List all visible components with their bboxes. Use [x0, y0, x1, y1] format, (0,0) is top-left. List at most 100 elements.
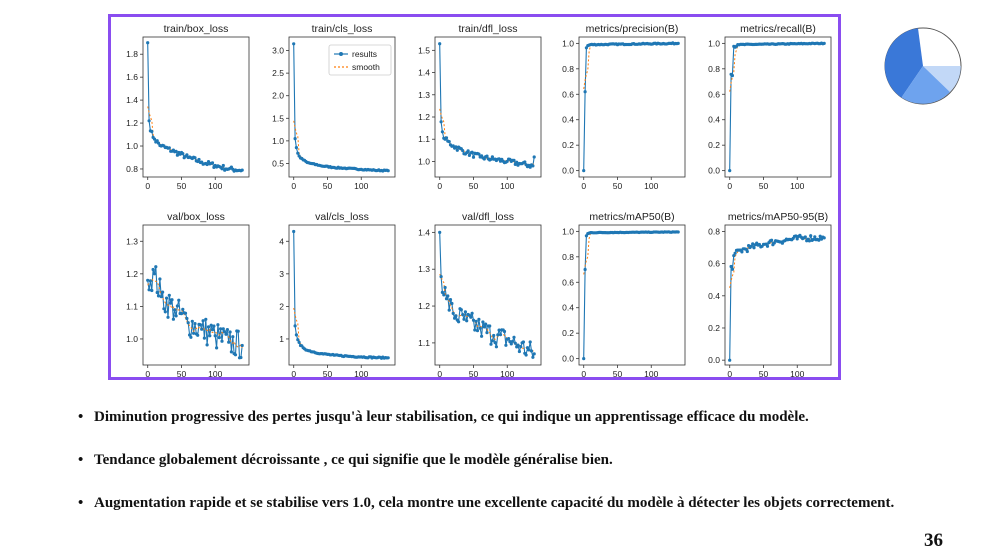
results-data-point — [519, 345, 523, 349]
results-data-point — [728, 169, 732, 173]
results-data-point — [457, 320, 461, 324]
results-data-point — [504, 343, 508, 347]
x-tick-label: 0 — [581, 369, 586, 377]
results-data-point — [169, 301, 173, 305]
results-data-point — [745, 249, 749, 254]
subplot-val-cls-loss: val/cls_loss 1 2 3 4 0 50 100 — [279, 211, 396, 377]
results-data-point — [292, 229, 296, 234]
x-tick-label: 0 — [727, 181, 732, 191]
x-tick-label: 100 — [644, 181, 658, 191]
plot-axes-box — [288, 224, 396, 366]
results-data-point — [463, 310, 467, 314]
results-data-point — [728, 358, 732, 362]
results-data-point — [461, 313, 465, 317]
results-data-point — [147, 119, 151, 123]
x-tick-label: 100 — [500, 369, 514, 377]
results-data-point — [240, 168, 244, 172]
y-tick-label: 1.4 — [418, 227, 430, 237]
y-tick-label: 0.5 — [272, 158, 284, 168]
subplot-train-box-loss: train/box_loss 0.8 1.0 1.2 1.4 1.6 1.8 0 50 100 — [126, 23, 250, 191]
results-data-point — [470, 150, 474, 154]
y-tick-label: 1.2 — [418, 112, 430, 122]
results-data-point — [512, 158, 516, 162]
results-data-point — [770, 238, 774, 242]
findings-list: Diminution progressive des pertes jusqu'… — [78, 404, 928, 533]
x-tick-label: 50 — [323, 369, 333, 377]
results-data-point — [822, 41, 826, 45]
y-tick-label: 1.0 — [418, 156, 430, 166]
results-data-point — [167, 293, 171, 297]
results-data-point — [529, 349, 534, 353]
results-data-point — [459, 308, 463, 312]
results-data-point — [173, 308, 177, 312]
results-data-point — [730, 267, 735, 271]
results-data-point — [159, 295, 163, 299]
x-tick-label: 100 — [790, 369, 804, 377]
results-data-point — [231, 335, 235, 339]
results-data-point — [532, 352, 536, 356]
plot-axes-box — [142, 36, 250, 178]
results-data-point — [229, 350, 233, 354]
results-data-point — [822, 236, 826, 240]
results-data-point — [212, 324, 216, 328]
results-data-point — [811, 237, 816, 242]
results-data-point — [190, 319, 194, 323]
y-tick-label: 2.0 — [272, 91, 284, 101]
results-data-point — [170, 298, 174, 302]
results-data-point — [161, 290, 165, 294]
results-data-point — [492, 333, 496, 338]
results-data-point — [469, 315, 473, 319]
results-data-point — [467, 153, 471, 157]
y-tick-label: 3.0 — [272, 46, 284, 56]
results-data-point — [297, 340, 301, 344]
legend-results-label: results — [352, 49, 377, 59]
results-data-point — [484, 322, 488, 326]
x-tick-label: 0 — [145, 181, 150, 191]
results-data-point — [733, 251, 737, 255]
results-data-point — [809, 234, 813, 238]
y-tick-label: 0.0 — [562, 354, 574, 364]
results-data-point — [163, 310, 167, 314]
results-data-point — [485, 331, 489, 335]
results-data-point — [489, 157, 493, 161]
x-tick-label: 0 — [727, 369, 732, 377]
results-data-point — [220, 339, 224, 343]
y-tick-label: 0.0 — [708, 355, 720, 365]
results-data-point — [528, 165, 532, 169]
y-tick-label: 0.2 — [562, 328, 574, 338]
subplot-title: train/dfl_loss — [459, 23, 518, 35]
results-data-point — [174, 149, 178, 153]
y-tick-label: 1.3 — [418, 90, 430, 100]
results-data-point — [505, 159, 509, 163]
results-data-point — [732, 254, 736, 258]
results-data-point — [292, 42, 296, 46]
results-data-point — [447, 140, 451, 144]
results-data-point — [496, 333, 500, 337]
y-tick-label: 0.0 — [708, 166, 720, 176]
results-data-point — [221, 327, 225, 331]
plot-axes-box — [434, 36, 542, 178]
results-data-point — [193, 156, 197, 160]
results-data-point — [213, 334, 217, 338]
results-data-point — [757, 242, 762, 247]
results-data-point — [524, 353, 528, 357]
legend-results-marker — [339, 52, 343, 56]
x-tick-label: 50 — [469, 369, 479, 377]
results-data-point — [236, 329, 240, 333]
results-data-point — [175, 304, 179, 308]
subplot-title: val/box_loss — [167, 211, 225, 223]
y-tick-label: 0.2 — [708, 323, 720, 333]
results-data-point — [219, 327, 223, 331]
results-data-point — [210, 161, 215, 165]
results-data-point — [156, 294, 161, 298]
y-tick-label: 1.2 — [126, 118, 138, 128]
y-tick-label: 1.4 — [418, 68, 430, 78]
y-tick-label: 1.8 — [126, 49, 138, 59]
results-data-point — [513, 341, 517, 345]
results-data-point — [450, 301, 454, 306]
results-data-point — [152, 272, 157, 276]
y-tick-label: 0.4 — [708, 291, 720, 301]
results-data-point — [205, 343, 209, 347]
y-tick-label: 0.2 — [562, 140, 574, 150]
results-data-point — [744, 247, 748, 251]
